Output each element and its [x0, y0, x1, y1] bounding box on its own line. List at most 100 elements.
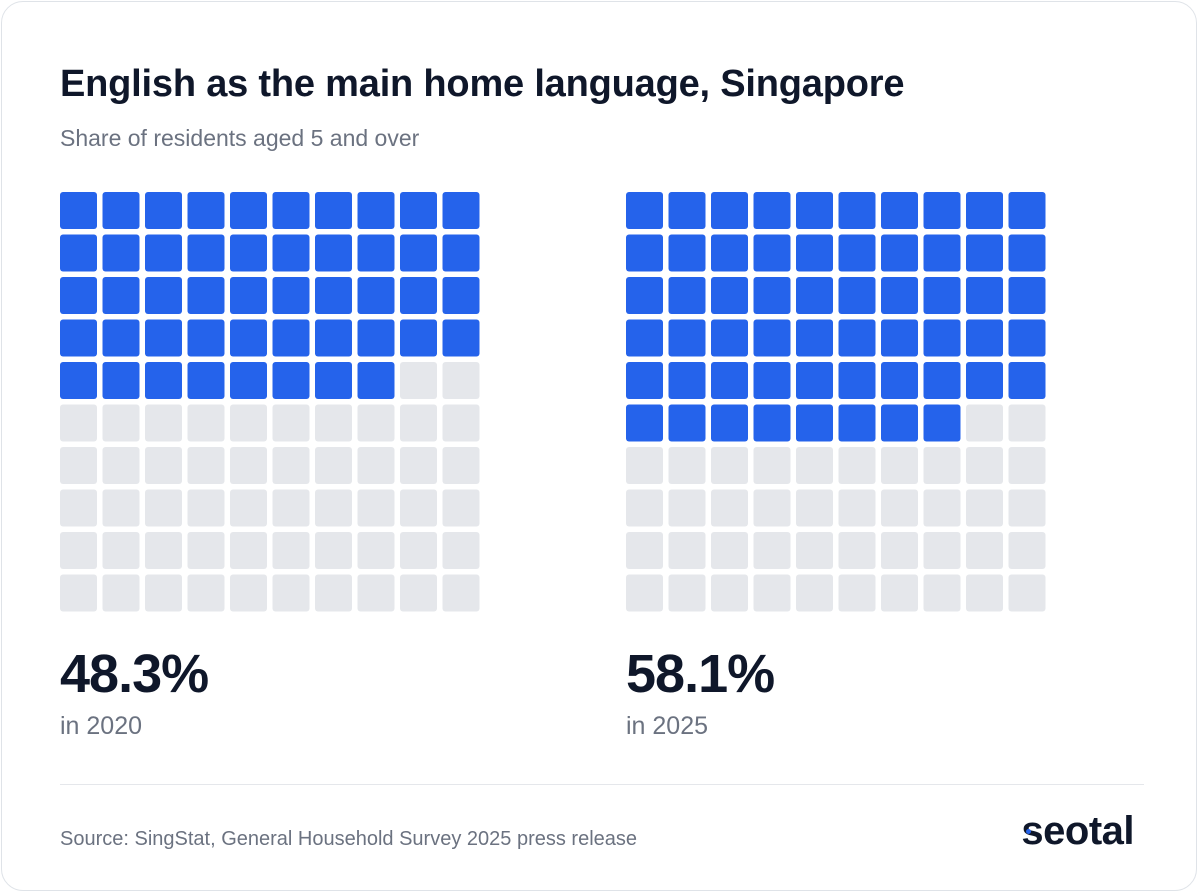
waffle-cell-filled: [1008, 362, 1046, 399]
waffle-cell-empty: [442, 489, 480, 527]
waffle-cell-empty: [315, 447, 352, 484]
waffle-cell-empty: [668, 447, 706, 484]
waffle-cell-filled: [711, 234, 748, 272]
waffle-cell-empty: [753, 447, 791, 484]
waffle-cell-filled: [315, 192, 352, 229]
waffle-cell-filled: [400, 192, 437, 229]
waffle-cell-empty: [187, 447, 225, 484]
waffle-cell-filled: [796, 319, 833, 357]
waffle-cell-empty: [102, 489, 140, 527]
waffle-grid-2020: [60, 192, 480, 612]
waffle-cell-filled: [796, 404, 833, 442]
waffle-cell-filled: [442, 192, 480, 229]
waffle-cell-filled: [668, 404, 706, 442]
waffle-cell-empty: [60, 447, 97, 484]
waffle-cell-empty: [796, 447, 833, 484]
waffle-cell-filled: [753, 192, 791, 229]
waffle-cell-filled: [187, 319, 225, 357]
waffle-cell-empty: [357, 404, 395, 442]
waffle-cell-filled: [145, 362, 182, 399]
waffle-cell-filled: [923, 192, 961, 229]
waffle-cell-filled: [923, 234, 961, 272]
waffle-cell-filled: [711, 277, 748, 314]
waffle-cell-filled: [187, 362, 225, 399]
waffle-cell-filled: [711, 362, 748, 399]
brand-wordmark: seotal: [1021, 809, 1134, 853]
waffle-cell-filled: [102, 362, 140, 399]
waffle-cell-filled: [881, 404, 918, 442]
waffle-cell-empty: [357, 489, 395, 527]
waffle-panel-2025: 58.1% in 2025: [626, 192, 1046, 740]
waffle-cell-empty: [145, 532, 182, 569]
waffle-cell-empty: [1008, 574, 1046, 612]
waffle-cell-empty: [796, 532, 833, 569]
waffle-cell-filled: [145, 234, 182, 272]
waffle-cell-empty: [668, 574, 706, 612]
waffle-cell-empty: [753, 532, 791, 569]
waffle-cell-filled: [753, 277, 791, 314]
brand-logo: seotal: [1021, 808, 1134, 854]
waffle-cell-empty: [230, 404, 267, 442]
waffle-cell-empty: [400, 362, 437, 399]
waffle-cell-filled: [357, 277, 395, 314]
waffle-cell-empty: [1008, 404, 1046, 442]
waffle-cell-empty: [711, 532, 748, 569]
waffle-cell-filled: [881, 362, 918, 399]
waffle-cell-empty: [272, 574, 310, 612]
waffle-cell-empty: [442, 447, 480, 484]
waffle-cell-empty: [838, 447, 876, 484]
source-note: Source: SingStat, General Household Surv…: [60, 828, 638, 850]
waffle-cell-empty: [442, 574, 480, 612]
waffle-cell-filled: [442, 234, 480, 272]
waffle-cell-empty: [668, 489, 706, 527]
waffle-cell-filled: [357, 319, 395, 357]
waffle-panel-2020: 48.3% in 2020: [60, 192, 480, 740]
waffle-cell-filled: [881, 319, 918, 357]
waffle-cell-filled: [881, 277, 918, 314]
waffle-cell-filled: [1008, 192, 1046, 229]
waffle-cell-empty: [711, 489, 748, 527]
waffle-cell-empty: [838, 532, 876, 569]
waffle-cell-empty: [230, 447, 267, 484]
waffle-cell-filled: [668, 277, 706, 314]
waffle-cell-filled: [272, 234, 310, 272]
waffle-cell-filled: [315, 319, 352, 357]
waffle-svg: [60, 192, 480, 612]
waffle-cell-filled: [626, 192, 663, 229]
waffle-cell-empty: [923, 574, 961, 612]
waffle-cell-empty: [230, 532, 267, 569]
waffle-cell-empty: [400, 404, 437, 442]
waffle-cell-empty: [923, 532, 961, 569]
waffle-grid-2025: [626, 192, 1046, 612]
waffle-cell-filled: [838, 277, 876, 314]
waffle-cell-filled: [357, 192, 395, 229]
waffle-cell-filled: [1008, 319, 1046, 357]
waffle-cell-filled: [753, 362, 791, 399]
waffle-cell-empty: [753, 489, 791, 527]
waffle-cell-filled: [753, 319, 791, 357]
waffle-cell-empty: [923, 447, 961, 484]
waffle-svg: [626, 192, 1046, 612]
waffle-cell-empty: [626, 532, 663, 569]
waffle-cell-filled: [668, 192, 706, 229]
waffle-cell-filled: [668, 234, 706, 272]
waffle-cell-empty: [187, 489, 225, 527]
waffle-cell-empty: [145, 574, 182, 612]
waffle-cell-filled: [400, 277, 437, 314]
waffle-cell-empty: [711, 447, 748, 484]
waffle-cell-filled: [230, 277, 267, 314]
waffle-cell-empty: [881, 447, 918, 484]
waffle-cell-filled: [626, 234, 663, 272]
waffle-cell-filled: [668, 362, 706, 399]
waffle-cell-empty: [145, 489, 182, 527]
waffle-cell-filled: [796, 277, 833, 314]
waffle-cell-filled: [145, 192, 182, 229]
waffle-cell-empty: [60, 404, 97, 442]
waffle-cell-filled: [400, 319, 437, 357]
waffle-cell-empty: [230, 574, 267, 612]
waffle-cell-filled: [102, 192, 140, 229]
waffle-cell-empty: [60, 574, 97, 612]
waffle-cell-empty: [966, 532, 1003, 569]
waffle-cell-filled: [923, 277, 961, 314]
waffle-cell-filled: [315, 277, 352, 314]
